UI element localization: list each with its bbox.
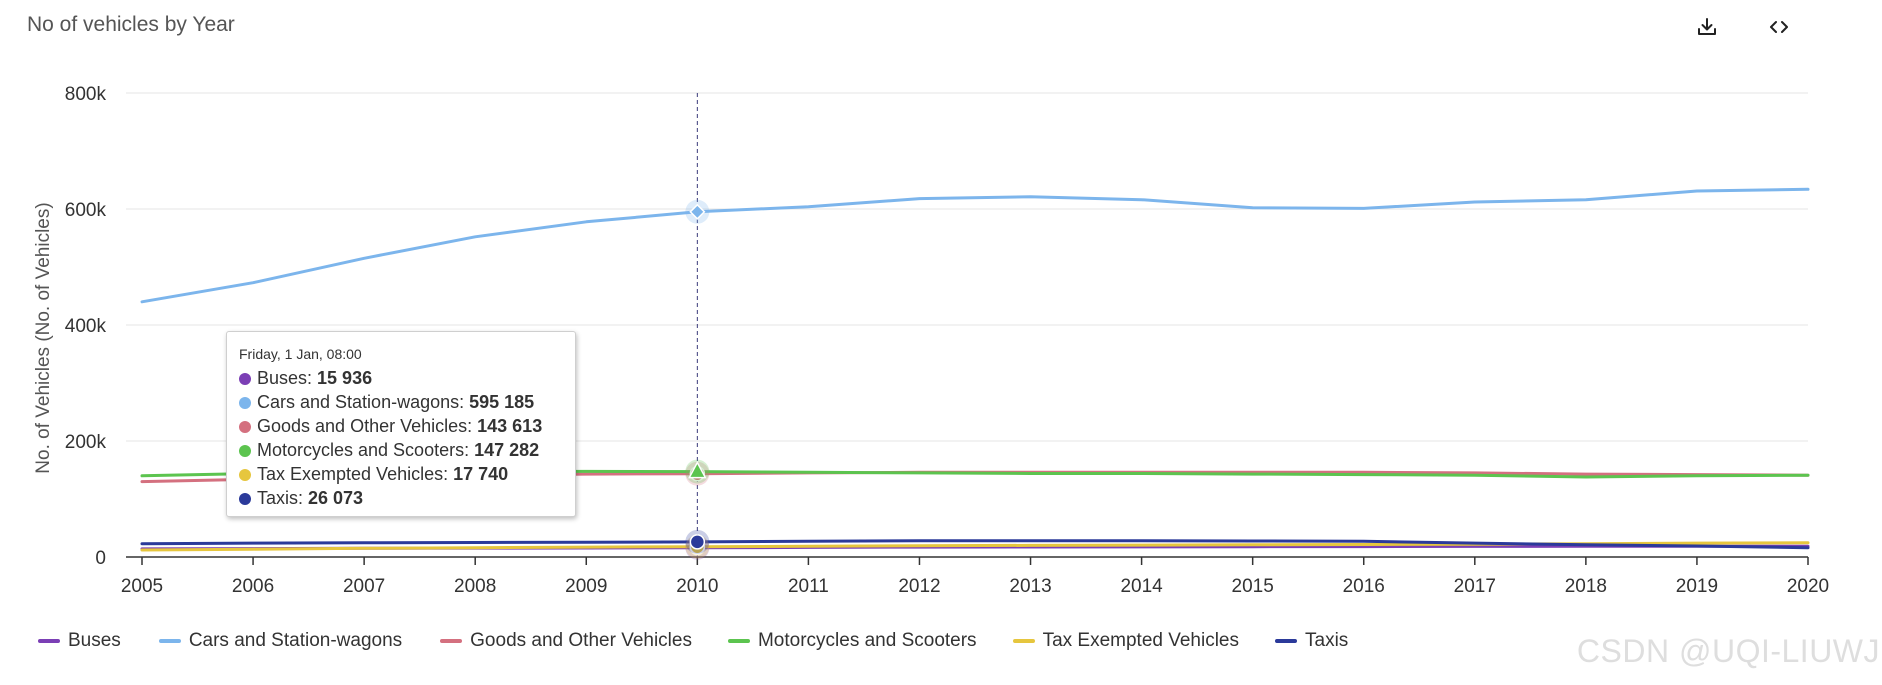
chart-title: No of vehicles by Year (27, 13, 235, 36)
y-tick-label: 200k (65, 432, 107, 453)
tooltip-row: Taxis: 26 073 (239, 486, 563, 510)
x-tick-label: 2018 (1565, 576, 1607, 597)
tooltip-label: Goods and Other Vehicles: (257, 416, 478, 436)
download-icon (1698, 18, 1716, 35)
hover-marker-point (689, 534, 706, 550)
hover-marker-triangle (688, 460, 707, 479)
x-tick-label: 2008 (454, 576, 496, 597)
legend-item-cars-and-station-wagons[interactable]: Cars and Station-wagons (158, 630, 403, 652)
x-tick-label: 2007 (343, 576, 385, 597)
chart-legend: Buses Cars and Station-wagons Goods and Ot… (38, 630, 1348, 652)
legend-swatch (440, 639, 463, 643)
tooltip-row: Buses: 15 936 (239, 366, 563, 390)
legend-label: Cars and Station-wagons (188, 630, 403, 651)
legend-item-goods-and-other-vehicles[interactable]: Goods and Other Vehicles (440, 630, 692, 652)
legend-label: Goods and Other Vehicles (470, 630, 692, 651)
x-tick-label: 2011 (788, 576, 829, 597)
legend-label: Buses (68, 630, 121, 651)
y-tick-label: 600k (65, 200, 107, 221)
legend-label: Motorcycles and Scooters (757, 630, 977, 651)
code-icon (1770, 21, 1788, 33)
tooltip-row: Tax Exempted Vehicles: 17 740 (239, 462, 563, 486)
tooltip-row: Goods and Other Vehicles: 143 613 (239, 414, 563, 438)
x-tick-label: 2012 (898, 576, 940, 597)
legend-item-taxis[interactable]: Taxis (1275, 630, 1348, 652)
tooltip-value: 15 936 (317, 368, 373, 388)
code-view-button[interactable] (1764, 12, 1794, 42)
x-tick-label: 2014 (1120, 576, 1163, 597)
tooltip-label: Taxis: (257, 488, 309, 508)
tooltip-label: Tax Exempted Vehicles: (257, 464, 454, 484)
y-tick-label: 0 (95, 548, 106, 569)
tooltip-header: Friday, 1 Jan, 08:00 (239, 346, 362, 362)
legend-swatch (1012, 639, 1035, 643)
tooltip-dot (239, 469, 251, 481)
legend-swatch (38, 639, 60, 643)
legend-swatch (727, 639, 750, 643)
chart-tooltip: Friday, 1 Jan, 08:00 Buses: 15 936 Cars a… (226, 331, 576, 517)
tooltip-value: 595 185 (469, 392, 535, 412)
legend-item-tax-exempted-vehicles[interactable]: Tax Exempted Vehicles (1012, 630, 1240, 652)
x-tick-label: 2006 (232, 576, 274, 597)
tooltip-value: 143 613 (477, 416, 543, 436)
tooltip-row: Cars and Station-wagons: 595 185 (239, 390, 563, 414)
legend-swatch (1275, 639, 1298, 643)
series-line-taxis (140, 539, 1810, 550)
tooltip-value: 147 282 (474, 440, 540, 460)
x-tick-label: 2020 (1787, 576, 1829, 597)
tooltip-dot (239, 493, 251, 505)
legend-item-motorcycles-and-scooters[interactable]: Motorcycles and Scooters (727, 630, 977, 652)
y-tick-label: 800k (65, 84, 107, 105)
x-tick-label: 2019 (1676, 576, 1718, 597)
download-button[interactable] (1692, 12, 1722, 42)
x-tick-label: 2005 (121, 576, 163, 597)
legend-item-buses[interactable]: Buses (38, 630, 121, 652)
tooltip-dot (239, 397, 251, 409)
tooltip-value: 17 740 (453, 464, 509, 484)
watermark: CSDN @UQI-LIUWJ (1576, 633, 1880, 669)
tooltip-dot (239, 421, 251, 433)
x-tick-label: 2013 (1009, 576, 1051, 597)
legend-swatch (158, 639, 181, 643)
x-tick-label: 2015 (1232, 576, 1274, 597)
tooltip-label: Buses: (257, 368, 318, 388)
tooltip-dot (239, 373, 251, 385)
legend-label: Taxis (1305, 630, 1349, 651)
y-axis-title: No. of Vehicles (No. of Vehicles) (33, 202, 54, 473)
x-tick-label: 2009 (565, 576, 607, 597)
tooltip-dot (239, 445, 251, 457)
series-line-cars-and-station-wagons (140, 187, 1810, 304)
tooltip-label: Motorcycles and Scooters: (257, 440, 475, 460)
hover-marker-diamond (689, 203, 706, 220)
tooltip-value: 26 073 (308, 488, 364, 508)
legend-label: Tax Exempted Vehicles (1042, 630, 1240, 651)
x-tick-label: 2010 (676, 576, 718, 597)
tooltip-label: Cars and Station-wagons: (257, 392, 470, 412)
y-tick-label: 400k (65, 316, 107, 337)
x-tick-label: 2016 (1343, 576, 1385, 597)
x-tick-label: 2017 (1454, 576, 1496, 597)
tooltip-row: Motorcycles and Scooters: 147 282 (239, 438, 563, 462)
